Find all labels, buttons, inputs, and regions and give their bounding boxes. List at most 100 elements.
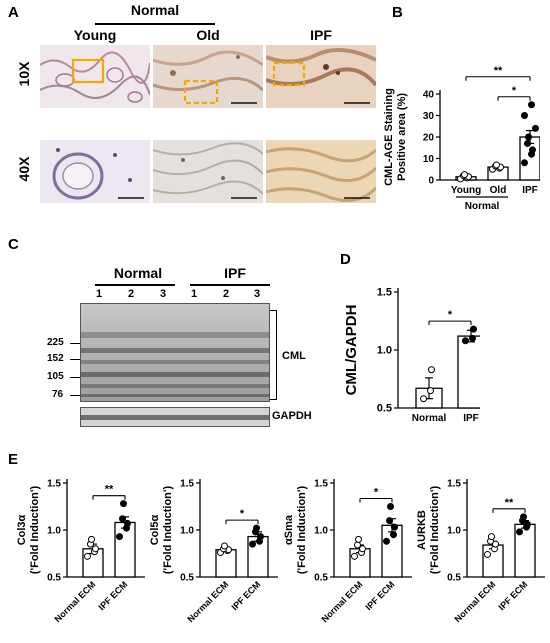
- cml-bracket-label: CML: [282, 350, 306, 362]
- y-axis-label: ('Fold Induction'): [296, 486, 308, 575]
- blot-group-ipf-line: [190, 284, 270, 286]
- panel-label-b: B: [392, 4, 403, 21]
- cml-bracket: [270, 310, 277, 400]
- data-point: [359, 545, 366, 553]
- x-category-label: IPF ECM: [497, 579, 530, 612]
- normal-group-header: Normal: [130, 2, 180, 18]
- y-tick-label: 1.5: [377, 287, 392, 299]
- blot-group-normal-line: [95, 284, 175, 286]
- y-axis-label: CML-AGE Staining: [383, 88, 395, 186]
- data-point: [390, 531, 397, 539]
- y-tick-label: 1.0: [314, 526, 328, 537]
- y-tick-label: 1.5: [47, 479, 61, 490]
- data-point: [524, 520, 531, 528]
- micrograph-ipf-40x: [266, 140, 376, 203]
- panel-label-e: E: [8, 451, 19, 468]
- y-axis-label: CML/GAPDH: [343, 305, 360, 396]
- data-point: [516, 528, 523, 536]
- y-axis-label: αSma: [283, 514, 295, 545]
- marker-tick: [70, 395, 80, 396]
- lane-label: 3: [254, 288, 261, 300]
- significance-label: **: [494, 65, 503, 77]
- x-category-label: Normal ECM: [453, 579, 498, 624]
- x-category-label: Young: [451, 185, 481, 196]
- x-category-label: IPF ECM: [97, 579, 130, 612]
- marker-label: 76: [52, 389, 64, 400]
- data-point: [383, 537, 390, 545]
- data-point: [124, 519, 131, 527]
- y-axis-label: ('Fold Induction'): [162, 486, 174, 575]
- x-category-label: IPF: [463, 413, 479, 424]
- y-axis-label: Col5α: [149, 514, 161, 545]
- y-axis-label: Col3α: [16, 514, 28, 545]
- data-point: [521, 159, 528, 167]
- chart-e-asma: 0.5 1.0 1.5 αSma ('Fold Induction') Normal EC…: [283, 479, 412, 624]
- data-point: [520, 513, 527, 521]
- significance-label: **: [505, 497, 514, 509]
- micrograph-young-10x: [40, 45, 150, 108]
- x-category-label: Normal ECM: [186, 579, 231, 624]
- data-point: [249, 540, 256, 548]
- y-tick-label: 1.5: [314, 479, 328, 490]
- x-category-label: Normal ECM: [320, 579, 365, 624]
- data-point: [529, 146, 536, 154]
- row-label-10x: 10X: [16, 61, 32, 87]
- chart-e-col3a: 0.5 1.0 1.5 Col3α ('Fold Induction') Normal E…: [16, 479, 145, 624]
- chart-b-cml-age-staining: 0 10 20 30 40 CML-AGE Staining Positive area (…: [383, 65, 540, 212]
- blot-group-normal: Normal: [113, 265, 163, 281]
- gapdh-label: GAPDH: [272, 410, 312, 422]
- panel-label-a: A: [8, 4, 19, 21]
- data-point: [524, 139, 531, 147]
- y-tick-label: 1.0: [180, 526, 194, 537]
- data-point: [428, 366, 435, 374]
- marker-tick: [70, 359, 80, 360]
- data-point: [462, 337, 469, 345]
- marker-label: 105: [47, 371, 64, 382]
- data-point: [532, 124, 539, 132]
- lane-label: 1: [191, 288, 198, 300]
- cml-blot-image: [80, 303, 270, 402]
- micrograph-old-10x: [153, 45, 263, 108]
- marker-tick: [70, 377, 80, 378]
- lane-label: 2: [128, 288, 135, 300]
- panel-label-c: C: [8, 236, 19, 253]
- y-axis-label: ('Fold Induction'): [29, 486, 41, 575]
- data-point: [469, 334, 476, 342]
- y-tick-label: 1.0: [377, 345, 392, 357]
- y-axis-label: Positive area (%): [396, 93, 408, 181]
- column-header-old: Old: [196, 27, 220, 43]
- significance-label: *: [374, 487, 379, 499]
- y-tick-label: 1.5: [180, 479, 194, 490]
- marker-label: 225: [47, 337, 64, 348]
- panel-label-d: D: [340, 251, 351, 268]
- bar: [457, 335, 480, 409]
- highlight-box-ipf: [272, 61, 306, 87]
- y-tick-label: 0.5: [314, 573, 328, 584]
- data-point: [391, 523, 398, 531]
- y-tick-label: 0.5: [377, 403, 392, 415]
- column-header-ipf: IPF: [310, 27, 332, 43]
- x-category-label: Old: [490, 185, 507, 196]
- highlight-box-young: [71, 58, 105, 84]
- data-point: [525, 133, 532, 141]
- x-category-label: IPF ECM: [230, 579, 263, 612]
- data-point: [253, 524, 260, 532]
- micrograph-ipf-10x: [266, 45, 376, 108]
- chart-e-aurkb: 0.5 1.0 1.5 AURKB ('Fold Induction') Normal E…: [416, 479, 545, 624]
- column-header-young: Young: [73, 27, 117, 43]
- data-point: [119, 515, 126, 523]
- data-point: [386, 517, 393, 525]
- data-point: [88, 535, 95, 543]
- y-tick-label: 10: [423, 154, 435, 165]
- micrograph-old-40x: [153, 140, 263, 203]
- micrograph-young-40x: [40, 140, 150, 203]
- lane-label: 1: [96, 288, 103, 300]
- y-tick-label: 30: [423, 111, 435, 122]
- data-point: [257, 533, 264, 541]
- data-point: [528, 101, 535, 109]
- data-point: [470, 325, 477, 333]
- significance-label: **: [105, 484, 114, 496]
- data-point: [351, 552, 358, 560]
- row-label-40x: 40X: [16, 156, 32, 182]
- y-tick-label: 0: [428, 176, 434, 187]
